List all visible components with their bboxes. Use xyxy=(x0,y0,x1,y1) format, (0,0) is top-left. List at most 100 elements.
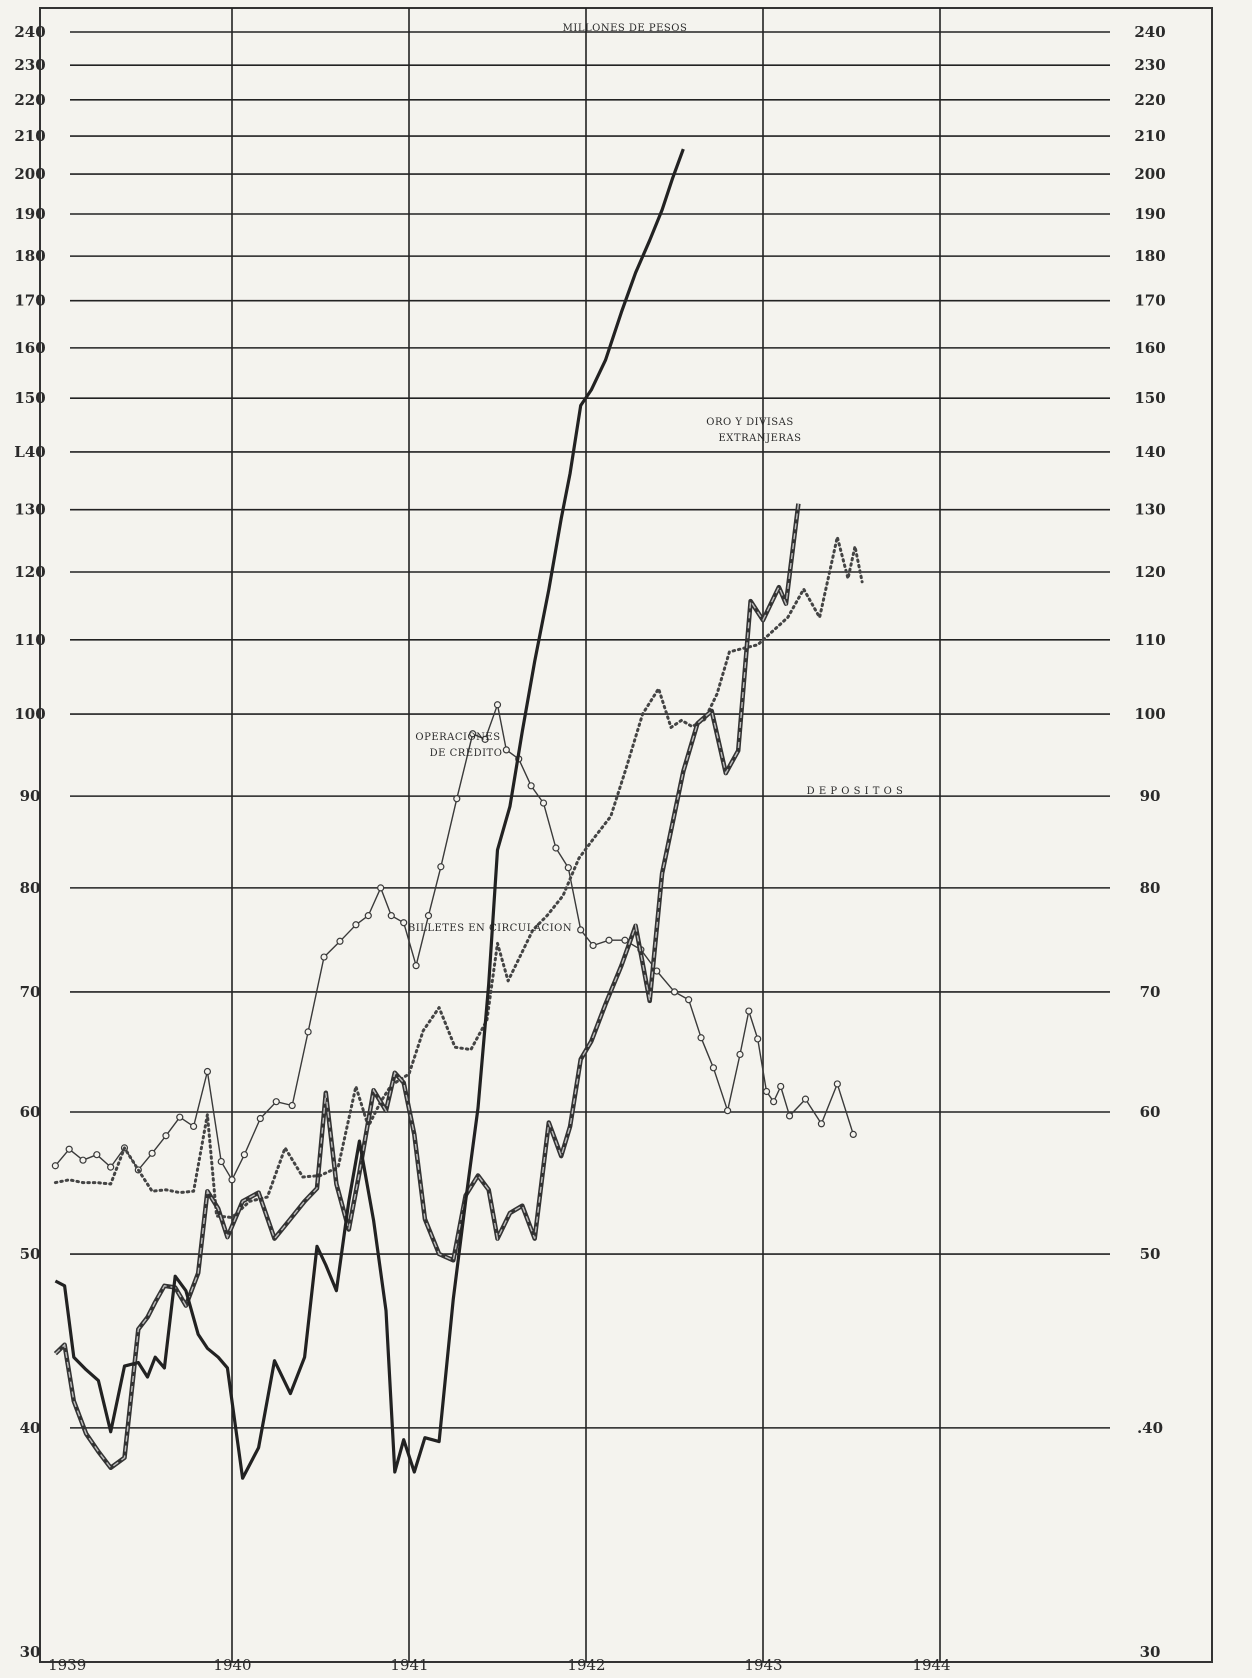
series-point-0 xyxy=(801,1095,810,1103)
series-point-0 xyxy=(336,937,344,945)
y-tick-label-right: 240 xyxy=(1134,23,1165,41)
y-tick-label-left: 220 xyxy=(14,91,45,109)
series-point-0 xyxy=(817,1120,826,1128)
series-point-0 xyxy=(377,884,385,892)
series-point-0 xyxy=(190,1122,198,1131)
series-point-0 xyxy=(481,735,489,743)
series-point-0 xyxy=(203,1067,212,1076)
series-point-0 xyxy=(833,1080,841,1088)
series-point-0 xyxy=(770,1098,778,1106)
series-point-0 xyxy=(754,1035,762,1043)
series-point-0 xyxy=(577,926,585,934)
series-point-0 xyxy=(424,912,433,920)
y-tick-label-right: 210 xyxy=(1134,127,1165,145)
y-tick-label-right: 170 xyxy=(1134,292,1165,310)
y-tick-label-left: 130 xyxy=(14,501,45,519)
x-tick-label: 1942 xyxy=(567,1656,605,1674)
y-tick-label-right: 60 xyxy=(1140,1103,1161,1121)
series-point-0 xyxy=(605,936,613,944)
series-point-0 xyxy=(453,795,461,803)
series-label-0: OPERACIONES xyxy=(415,732,500,743)
y-tick-label-right: 120 xyxy=(1134,563,1165,581)
series-point-0 xyxy=(412,962,420,970)
y-tick-label-left: 80 xyxy=(20,879,41,897)
y-tick-label-right: 30 xyxy=(1140,1643,1161,1661)
series-point-0 xyxy=(272,1098,280,1106)
series-point-0 xyxy=(352,921,360,929)
x-tick-label: 1944 xyxy=(912,1656,950,1674)
y-tick-label-left: L40 xyxy=(14,443,45,461)
y-tick-label-right: 200 xyxy=(1134,165,1165,183)
series-label-1: BILLETES EN CIRCULACION xyxy=(408,923,572,934)
y-tick-label-left: 170 xyxy=(14,292,45,310)
y-tick-label-right: 180 xyxy=(1134,247,1165,265)
y-tick-label-left: 50 xyxy=(20,1245,41,1263)
series-point-0 xyxy=(387,912,395,920)
series-point-0 xyxy=(107,1163,115,1171)
y-tick-label-left: 240 xyxy=(14,23,45,41)
y-tick-label-left: 190 xyxy=(14,205,45,223)
series-label-0: DE CREDITO xyxy=(430,748,503,759)
series-point-0 xyxy=(723,1107,732,1115)
series-point-0 xyxy=(288,1101,296,1110)
series-point-0 xyxy=(148,1149,156,1157)
y-tick-label-left: 180 xyxy=(14,247,45,265)
series-point-0 xyxy=(437,863,445,871)
series-line-2-inner xyxy=(54,503,800,1469)
y-tick-label-right: 140 xyxy=(1134,443,1165,461)
series-point-0 xyxy=(240,1151,248,1159)
series-point-0 xyxy=(539,799,548,807)
x-tick-label: 1941 xyxy=(390,1656,428,1674)
series-point-0 xyxy=(228,1176,236,1184)
series-point-0 xyxy=(93,1151,101,1159)
series-point-0 xyxy=(469,730,477,738)
series-line-3 xyxy=(54,148,685,1480)
series-point-0 xyxy=(552,844,560,852)
x-tick-label: 1943 xyxy=(744,1656,782,1674)
y-tick-label-left: 40 xyxy=(20,1419,41,1437)
series-label-2: D E P O S I T O S xyxy=(807,786,904,797)
y-tick-label-right: 150 xyxy=(1134,389,1165,407)
y-tick-label-right: 80 xyxy=(1140,879,1161,897)
series-point-0 xyxy=(176,1113,184,1121)
y-tick-label-left: 60 xyxy=(20,1103,41,1121)
y-tick-label-right: 220 xyxy=(1134,91,1165,109)
series-line-2 xyxy=(53,503,801,1471)
y-tick-label-left: 210 xyxy=(14,127,45,145)
series-point-0 xyxy=(745,1007,753,1015)
y-tick-label-left: 30 xyxy=(20,1643,41,1661)
plot-frame xyxy=(39,7,1213,1663)
series-point-0 xyxy=(621,936,629,944)
series-point-0 xyxy=(400,919,408,927)
series-point-0 xyxy=(736,1050,744,1059)
series-line-0 xyxy=(54,704,854,1181)
axes: 30 30 40 .40 50 50 60 60 70 70 80 80 90 90 100 100 110 11… xyxy=(14,23,1165,1674)
x-tick-label: 1940 xyxy=(213,1656,251,1674)
series-point-0 xyxy=(777,1082,785,1091)
series-point-0 xyxy=(589,941,597,950)
series-point-0 xyxy=(65,1145,73,1153)
y-tick-label-right: 230 xyxy=(1134,56,1165,74)
series-point-0 xyxy=(256,1114,264,1123)
series-point-0 xyxy=(785,1112,794,1120)
y-tick-label-right: 50 xyxy=(1140,1245,1161,1263)
series-point-0 xyxy=(493,701,502,709)
x-tick-label: 1939 xyxy=(48,1656,86,1674)
series-point-0 xyxy=(849,1130,857,1138)
chart-title: MILLONES DE PESOS xyxy=(563,23,688,34)
y-tick-label-left: 120 xyxy=(14,563,45,581)
series-point-0 xyxy=(51,1162,59,1170)
y-tick-label-left: 90 xyxy=(20,787,41,805)
series-point-0 xyxy=(564,864,572,872)
grid xyxy=(39,7,1213,1663)
y-tick-label-right: .40 xyxy=(1137,1419,1163,1437)
y-tick-label-left: 200 xyxy=(14,165,45,183)
series-point-0 xyxy=(502,746,510,754)
series-point-0 xyxy=(320,953,328,961)
y-tick-label-right: 160 xyxy=(1134,339,1165,357)
series-point-0 xyxy=(670,988,679,996)
series-point-0 xyxy=(162,1132,170,1140)
y-tick-label-right: 130 xyxy=(1134,501,1165,519)
series-label-3: ORO Y DIVISAS xyxy=(706,417,793,428)
